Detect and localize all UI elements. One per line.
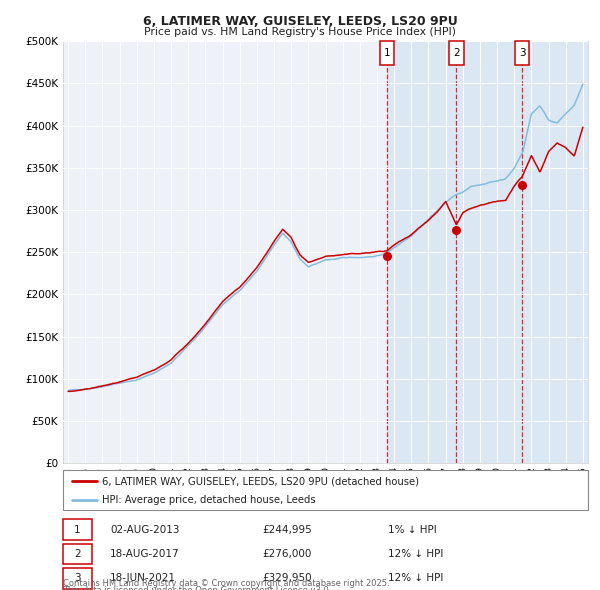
Text: HPI: Average price, detached house, Leeds: HPI: Average price, detached house, Leed… bbox=[103, 496, 316, 505]
Text: 12% ↓ HPI: 12% ↓ HPI bbox=[389, 573, 444, 583]
Bar bbox=[63, 519, 92, 540]
Text: 6, LATIMER WAY, GUISELEY, LEEDS, LS20 9PU: 6, LATIMER WAY, GUISELEY, LEEDS, LS20 9P… bbox=[143, 15, 457, 28]
Bar bbox=[380, 41, 394, 65]
Bar bbox=[387, 41, 592, 463]
Text: Contains HM Land Registry data © Crown copyright and database right 2025.: Contains HM Land Registry data © Crown c… bbox=[63, 579, 389, 588]
Text: 18-AUG-2017: 18-AUG-2017 bbox=[110, 549, 180, 559]
Text: 2: 2 bbox=[74, 549, 81, 559]
Bar bbox=[63, 543, 92, 564]
Text: This data is licensed under the Open Government Licence v3.0.: This data is licensed under the Open Gov… bbox=[63, 586, 331, 590]
Text: Price paid vs. HM Land Registry's House Price Index (HPI): Price paid vs. HM Land Registry's House … bbox=[144, 27, 456, 37]
Text: £244,995: £244,995 bbox=[263, 525, 312, 535]
Text: 18-JUN-2021: 18-JUN-2021 bbox=[110, 573, 176, 583]
Text: 1% ↓ HPI: 1% ↓ HPI bbox=[389, 525, 437, 535]
Text: 02-AUG-2013: 02-AUG-2013 bbox=[110, 525, 180, 535]
Text: 1: 1 bbox=[383, 48, 390, 58]
Bar bbox=[63, 568, 92, 589]
Text: 3: 3 bbox=[74, 573, 81, 583]
Bar bbox=[515, 41, 529, 65]
Bar bbox=[449, 41, 464, 65]
Text: £276,000: £276,000 bbox=[263, 549, 312, 559]
Text: 3: 3 bbox=[519, 48, 526, 58]
Text: 2: 2 bbox=[453, 48, 460, 58]
Text: 6, LATIMER WAY, GUISELEY, LEEDS, LS20 9PU (detached house): 6, LATIMER WAY, GUISELEY, LEEDS, LS20 9P… bbox=[103, 477, 419, 487]
Text: 12% ↓ HPI: 12% ↓ HPI bbox=[389, 549, 444, 559]
Text: 1: 1 bbox=[74, 525, 81, 535]
Text: £329,950: £329,950 bbox=[263, 573, 312, 583]
